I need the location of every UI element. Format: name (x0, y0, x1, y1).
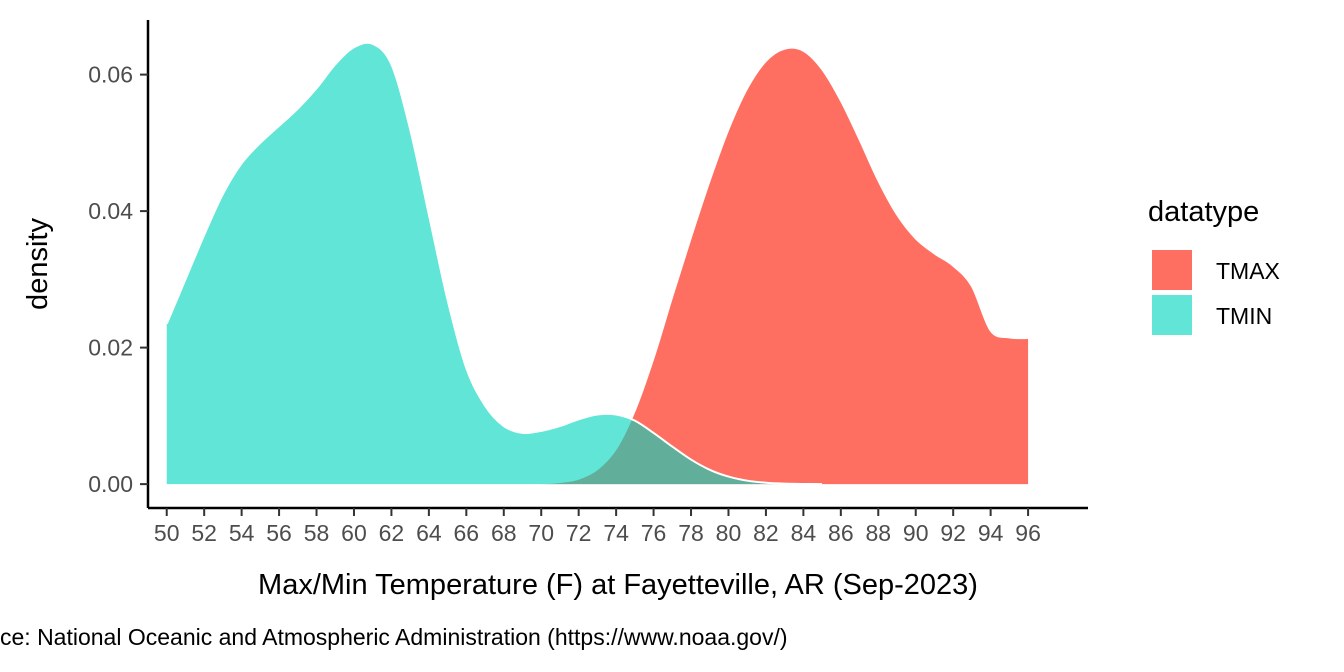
y-axis-title: density (22, 218, 54, 310)
x-tick-label: 82 (753, 520, 779, 546)
x-axis-ticks: 50 52 54 56 58 60 62 64 66 68 70 72 74 76 78 80 82 84 86 88… (154, 508, 1041, 546)
x-tick-label: 50 (154, 520, 180, 546)
x-tick-label: 94 (978, 520, 1004, 546)
x-tick-label: 70 (528, 520, 554, 546)
y-tick-label: 0.06 (88, 62, 133, 88)
x-tick-label: 60 (341, 520, 367, 546)
axes: 50 52 54 56 58 60 62 64 66 68 70 72 74 76 78 80 82 84 86 88… (88, 20, 1088, 546)
x-tick-label: 62 (379, 520, 405, 546)
density-outline-tmin (165, 41, 823, 486)
legend-swatch-tmin (1152, 295, 1192, 335)
x-tick-label: 68 (491, 520, 517, 546)
legend-title: datatype (1148, 196, 1259, 228)
x-tick-label: 90 (903, 520, 929, 546)
legend-label-tmin: TMIN (1216, 303, 1272, 329)
legend-items: TMAX TMIN (1152, 250, 1280, 335)
x-tick-label: 72 (566, 520, 592, 546)
x-tick-label: 74 (603, 520, 629, 546)
y-tick-label: 0.02 (88, 335, 133, 361)
x-tick-label: 58 (304, 520, 330, 546)
x-tick-label: 86 (828, 520, 854, 546)
legend-swatch-tmax (1152, 250, 1192, 290)
x-axis-title: Max/Min Temperature (F) at Fayetteville,… (258, 569, 978, 601)
x-tick-label: 64 (416, 520, 442, 546)
caption: ce: National Oceanic and Atmospheric Adm… (0, 624, 788, 650)
x-tick-label: 96 (1015, 520, 1041, 546)
x-tick-label: 84 (791, 520, 817, 546)
y-tick-label: 0.04 (88, 198, 133, 224)
x-tick-label: 88 (865, 520, 891, 546)
x-tick-label: 56 (266, 520, 292, 546)
x-tick-label: 80 (716, 520, 742, 546)
x-tick-label: 76 (641, 520, 667, 546)
x-tick-label: 54 (229, 520, 255, 546)
x-tick-label: 66 (454, 520, 480, 546)
legend-label-tmax: TMAX (1216, 258, 1280, 284)
x-tick-label: 52 (191, 520, 217, 546)
x-tick-label: 92 (940, 520, 966, 546)
y-axis-ticks: 0.00 0.02 0.04 0.06 (88, 62, 148, 497)
legend: datatype TMAX TMIN (1148, 196, 1280, 335)
density-area-tmin (166, 42, 823, 485)
density-areas (165, 41, 1029, 486)
x-tick-label: 78 (678, 520, 704, 546)
density-area-tmax (503, 47, 1029, 485)
y-tick-label: 0.00 (88, 471, 133, 497)
